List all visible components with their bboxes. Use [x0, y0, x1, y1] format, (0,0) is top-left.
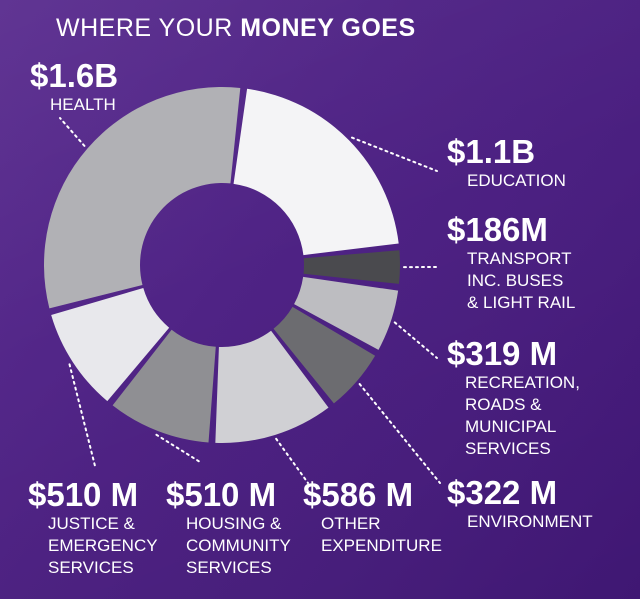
- slice-amount: $1.6B: [30, 57, 119, 94]
- donut-slice-housing: [112, 329, 216, 443]
- leader-line-housing: [155, 433, 201, 463]
- leader-line-recreation: [393, 321, 438, 359]
- donut-slice-environment: [273, 306, 376, 404]
- slice-description: OTHER EXPENDITURE: [321, 514, 442, 555]
- donut-slice-justice: [51, 288, 170, 402]
- leader-line-justice: [68, 363, 96, 467]
- donut-slices: [44, 86, 400, 443]
- slice-amount: $186M: [447, 211, 548, 248]
- slice-amount: $510 M: [28, 476, 139, 513]
- slice-label-environment: $322 M ENVIRONMENT: [447, 475, 593, 533]
- slice-label-recreation: $319 M RECREATION, ROADS & MUNICIPAL SER…: [447, 336, 580, 460]
- title-prefix: WHERE YOUR: [56, 14, 241, 42]
- slice-amount: $319 M: [447, 335, 558, 372]
- donut-slice-recreation: [294, 276, 399, 350]
- slice-label-health: $1.6B HEALTH: [30, 58, 118, 116]
- leader-lines: [59, 117, 441, 484]
- slice-amount: $1.1B: [447, 133, 536, 170]
- slice-description: JUSTICE & EMERGENCY SERVICES: [48, 514, 158, 577]
- slice-label-justice: $510 M JUSTICE & EMERGENCY SERVICES: [28, 477, 158, 579]
- slice-amount: $510 M: [166, 476, 277, 513]
- slice-label-other: $586 M OTHER EXPENDITURE: [303, 477, 442, 557]
- title-emphasis: MONEY GOES: [240, 14, 416, 42]
- donut-slice-transport: [303, 250, 400, 284]
- donut-slice-health: [44, 86, 241, 309]
- slice-amount: $586 M: [303, 476, 414, 513]
- donut-slice-other: [215, 330, 329, 443]
- slice-description: ENVIRONMENT: [467, 512, 593, 531]
- slice-description: RECREATION, ROADS & MUNICIPAL SERVICES: [465, 373, 580, 458]
- leader-line-health: [59, 117, 86, 147]
- slice-description: EDUCATION: [467, 171, 566, 190]
- slice-amount: $322 M: [447, 474, 558, 511]
- slice-description: HEALTH: [50, 95, 116, 114]
- slice-label-housing: $510 M HOUSING & COMMUNITY SERVICES: [166, 477, 291, 579]
- slice-label-transport: $186M TRANSPORT INC. BUSES & LIGHT RAIL: [447, 212, 575, 314]
- leader-line-environment: [358, 383, 441, 484]
- slice-label-education: $1.1B EDUCATION: [447, 134, 566, 192]
- slice-description: HOUSING & COMMUNITY SERVICES: [186, 514, 291, 577]
- donut-slice-education: [233, 88, 399, 256]
- slice-description: TRANSPORT INC. BUSES & LIGHT RAIL: [467, 249, 576, 312]
- page-title: WHERE YOUR MONEY GOES: [56, 14, 416, 43]
